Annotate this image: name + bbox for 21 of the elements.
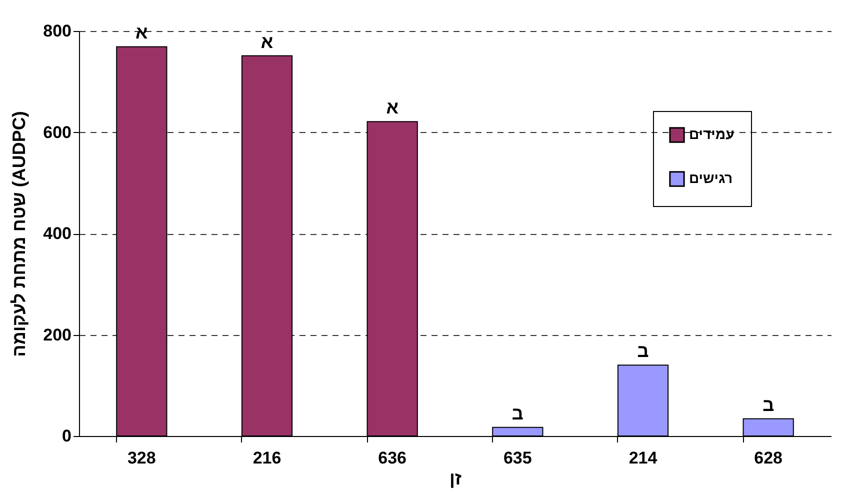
annotation: ב bbox=[512, 403, 524, 424]
y-tick-label: 600 bbox=[43, 122, 72, 142]
x-tick-label: 216 bbox=[252, 448, 282, 468]
x-tick-label: 328 bbox=[127, 448, 156, 468]
legend-label: עמידים bbox=[689, 126, 734, 142]
x-tick-label: 628 bbox=[754, 448, 783, 468]
y-tick-label: 200 bbox=[43, 325, 72, 344]
x-tick-label: 635 bbox=[503, 448, 532, 468]
annotation: א bbox=[386, 98, 398, 118]
annotation: א bbox=[136, 22, 148, 43]
annotation: א bbox=[260, 32, 274, 52]
y-tick-label: 0 bbox=[62, 426, 72, 446]
x-tick-label: 636 bbox=[378, 448, 407, 468]
y-tick-label: 800 bbox=[43, 22, 72, 40]
legend-label: רגישים bbox=[689, 170, 733, 186]
annotation: ב bbox=[762, 394, 774, 415]
annotation: ב bbox=[637, 341, 649, 362]
x-tick-label: 214 bbox=[628, 448, 658, 468]
y-axis-title: שטח מתחת לעקומה (AUDPC) bbox=[9, 111, 30, 357]
y-tick-label: 400 bbox=[43, 224, 72, 243]
x-axis-title: זן bbox=[449, 468, 462, 488]
